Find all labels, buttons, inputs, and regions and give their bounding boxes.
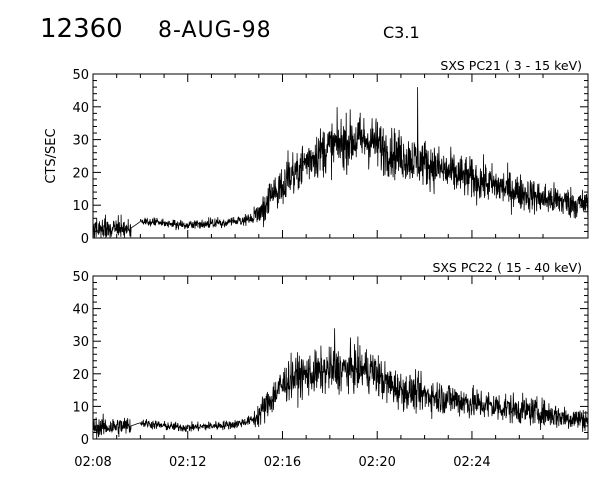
- y-axis-label: CTS/SEC: [44, 128, 59, 183]
- lightcurve-series-1: [92, 87, 589, 239]
- flare-id: 12360: [40, 14, 123, 44]
- plot-frame-2: [92, 275, 589, 440]
- x-tick-label: 02:08: [74, 455, 111, 470]
- y-tick-label: 20: [72, 166, 89, 181]
- y-tick-label: 40: [72, 303, 89, 318]
- y-tick-label: 0: [81, 232, 89, 247]
- lightcurve-series-2: [92, 328, 589, 439]
- y-tick-label: 30: [72, 335, 89, 350]
- x-tick-label: 02:12: [169, 455, 206, 470]
- y-tick-label: 10: [72, 199, 89, 214]
- x-tick-label: 02:24: [453, 455, 490, 470]
- y-tick-label: 10: [72, 400, 89, 415]
- y-tick-label: 30: [72, 134, 89, 149]
- goes-class: C3.1: [383, 23, 420, 42]
- y-tick-label: 20: [72, 368, 89, 383]
- observation-date: 8-AUG-98: [158, 18, 272, 43]
- y-tick-label: 40: [72, 101, 89, 116]
- panel-title-1: SXS PC21 ( 3 - 15 keV): [440, 58, 582, 73]
- plot-frame-1: [92, 73, 589, 239]
- x-tick-label: 02:20: [358, 455, 395, 470]
- y-tick-label: 50: [72, 270, 89, 285]
- x-tick-label: 02:16: [264, 455, 301, 470]
- y-tick-label: 0: [81, 433, 89, 448]
- y-tick-label: 50: [72, 68, 89, 83]
- panel-title-2: SXS PC22 ( 15 - 40 keV): [432, 260, 582, 275]
